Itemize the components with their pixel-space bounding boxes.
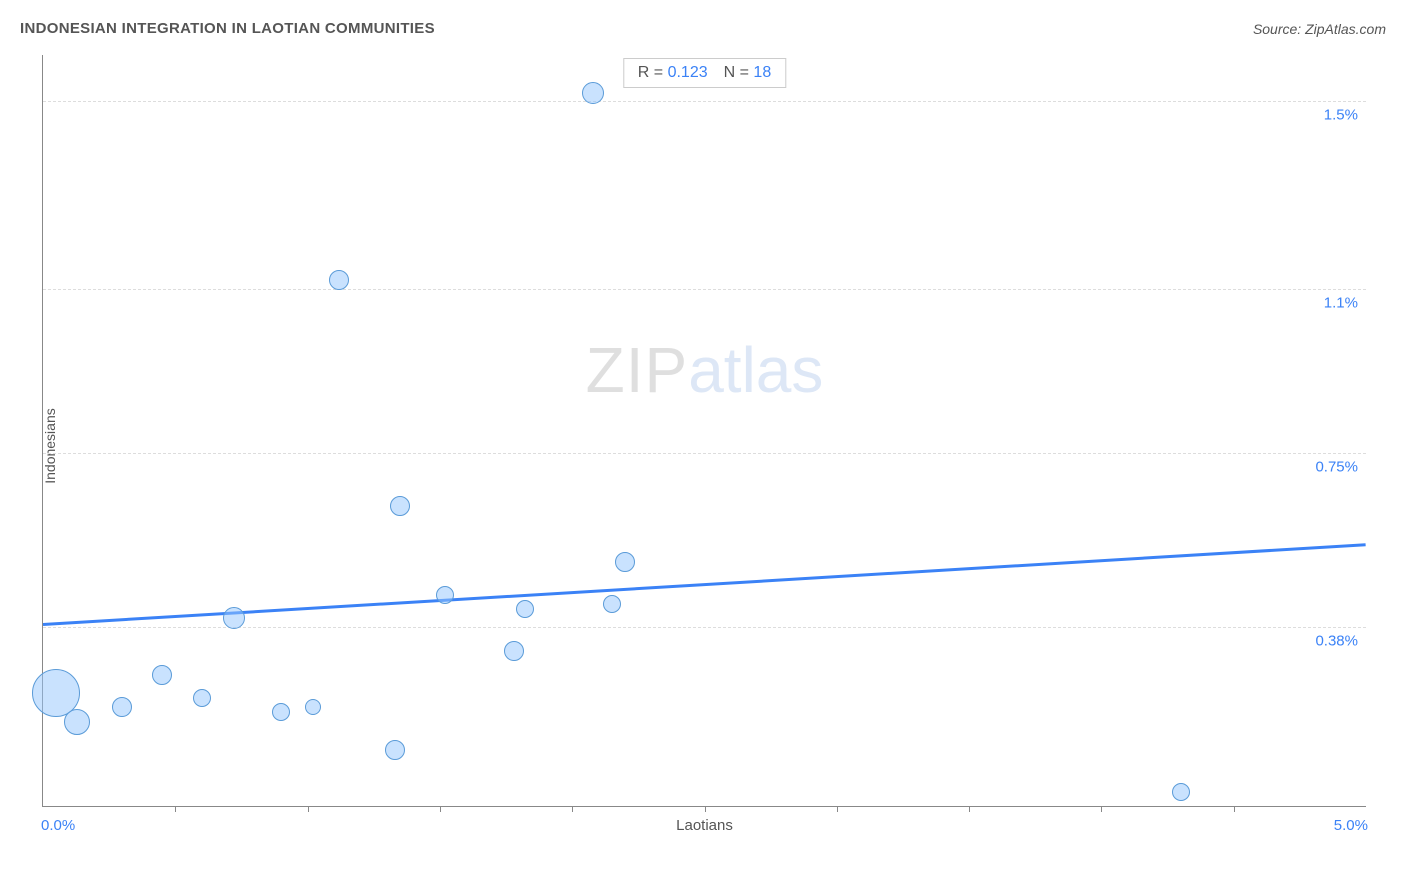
y-tick-label: 0.75% xyxy=(1315,459,1358,476)
y-tick-label: 1.5% xyxy=(1324,106,1358,123)
x-axis-min-label: 0.0% xyxy=(41,817,75,834)
data-point xyxy=(504,641,524,661)
chart-header: INDONESIAN INTEGRATION IN LAOTIAN COMMUN… xyxy=(20,20,1386,37)
stat-n-label: N = xyxy=(724,64,749,81)
data-point xyxy=(436,586,454,604)
data-point xyxy=(385,740,405,760)
y-tick-label: 0.38% xyxy=(1315,632,1358,649)
gridline xyxy=(43,453,1366,454)
data-point xyxy=(64,709,90,735)
data-point xyxy=(603,595,621,613)
x-tick xyxy=(1101,806,1102,812)
stat-r-label: R = xyxy=(638,64,663,81)
x-tick xyxy=(175,806,176,812)
data-point xyxy=(615,552,635,572)
source-text: Source: ZipAtlas.com xyxy=(1253,21,1386,37)
chart-container: Indonesians ZIPatlas R = 0.123 N = 18 0.… xyxy=(42,55,1366,837)
data-point xyxy=(329,270,349,290)
data-point xyxy=(112,697,132,717)
data-point xyxy=(582,82,604,104)
x-axis-title: Laotians xyxy=(676,817,733,834)
x-tick xyxy=(572,806,573,812)
data-point xyxy=(193,689,211,707)
x-tick xyxy=(1234,806,1235,812)
x-tick xyxy=(705,806,706,812)
plot-area: ZIPatlas R = 0.123 N = 18 0.0% 5.0% Laot… xyxy=(42,55,1366,807)
x-tick xyxy=(969,806,970,812)
data-point xyxy=(390,496,410,516)
stat-r: R = 0.123 xyxy=(638,64,708,82)
stat-n-value: 18 xyxy=(753,64,771,81)
data-point xyxy=(152,665,172,685)
x-axis-max-label: 5.0% xyxy=(1334,817,1368,834)
data-point xyxy=(516,600,534,618)
watermark: ZIPatlas xyxy=(586,333,824,407)
stat-n: N = 18 xyxy=(724,64,772,82)
data-point xyxy=(1172,783,1190,801)
chart-title: INDONESIAN INTEGRATION IN LAOTIAN COMMUN… xyxy=(20,20,435,37)
x-tick xyxy=(837,806,838,812)
gridline xyxy=(43,627,1366,628)
gridline xyxy=(43,101,1366,102)
gridline xyxy=(43,289,1366,290)
data-point xyxy=(305,699,321,715)
data-point xyxy=(272,703,290,721)
x-tick xyxy=(440,806,441,812)
watermark-atlas: atlas xyxy=(688,334,823,406)
data-point xyxy=(223,607,245,629)
watermark-zip: ZIP xyxy=(586,334,689,406)
stats-box: R = 0.123 N = 18 xyxy=(623,58,786,88)
stat-r-value: 0.123 xyxy=(668,64,708,81)
y-tick-label: 1.1% xyxy=(1324,294,1358,311)
x-tick xyxy=(308,806,309,812)
